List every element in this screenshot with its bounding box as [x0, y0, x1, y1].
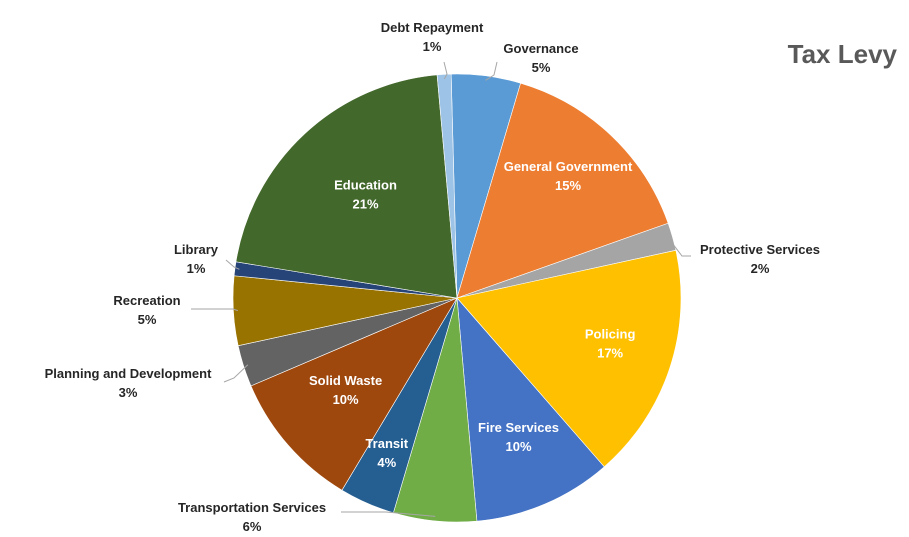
- data-label-percent-policing: 17%: [597, 346, 623, 361]
- data-label-percent-protective-services: 2%: [751, 261, 770, 276]
- slice-fire-services: [456, 297, 605, 522]
- slice-solid-waste: [250, 297, 458, 491]
- leader-line-governance: [485, 61, 498, 81]
- data-label-name-library: Library: [174, 242, 219, 257]
- leader-line-library: [225, 259, 240, 270]
- data-label-name-recreation: Recreation: [113, 293, 180, 308]
- data-label-percent-library: 1%: [187, 261, 206, 276]
- slice-education: [235, 74, 458, 299]
- data-label-percent-general-government: 15%: [555, 178, 581, 193]
- data-label-name-policing: Policing: [585, 327, 636, 342]
- data-label-percent-governance: 5%: [532, 60, 551, 75]
- data-label-name-debt-repayment: Debt Repayment: [381, 20, 484, 35]
- leader-line-debt-repayment: [443, 61, 448, 80]
- data-label-percent-transportation-services: 6%: [243, 519, 262, 534]
- slice-general-government: [456, 82, 669, 299]
- data-label-name-general-government: General Government: [504, 159, 633, 174]
- leader-lines: [191, 61, 691, 517]
- data-label-percent-solid-waste: 10%: [333, 392, 359, 407]
- data-label-name-transit: Transit: [365, 436, 408, 451]
- data-label-name-governance: Governance: [503, 41, 578, 56]
- slice-policing: [456, 249, 682, 468]
- leader-line-recreation: [191, 308, 239, 312]
- data-label-percent-education: 21%: [352, 197, 378, 212]
- slices-layer: [232, 73, 682, 523]
- data-label-percent-fire-services: 10%: [506, 439, 532, 454]
- data-label-name-protective-services: Protective Services: [700, 242, 820, 257]
- data-label-percent-planning-and-development: 3%: [119, 385, 138, 400]
- chart-title: Tax Levy: [788, 39, 898, 69]
- data-label-name-planning-and-development: Planning and Development: [45, 366, 213, 381]
- slice-debt-repayment: [436, 73, 458, 299]
- data-label-percent-transit: 4%: [377, 455, 396, 470]
- data-labels: Governance 5% General Government 15% Protect…: [45, 20, 820, 534]
- data-label-percent-debt-repayment: 1%: [423, 39, 442, 54]
- leader-line-transportation-services: [341, 511, 436, 517]
- data-label-percent-recreation: 5%: [138, 312, 157, 327]
- data-label-name-solid-waste: Solid Waste: [309, 373, 382, 388]
- data-label-name-education: Education: [334, 178, 397, 193]
- data-label-name-fire-services: Fire Services: [478, 420, 559, 435]
- leader-line-protective-services: [667, 237, 691, 257]
- leader-line-planning-and-development: [223, 364, 249, 383]
- data-label-name-transportation-services: Transportation Services: [178, 500, 326, 515]
